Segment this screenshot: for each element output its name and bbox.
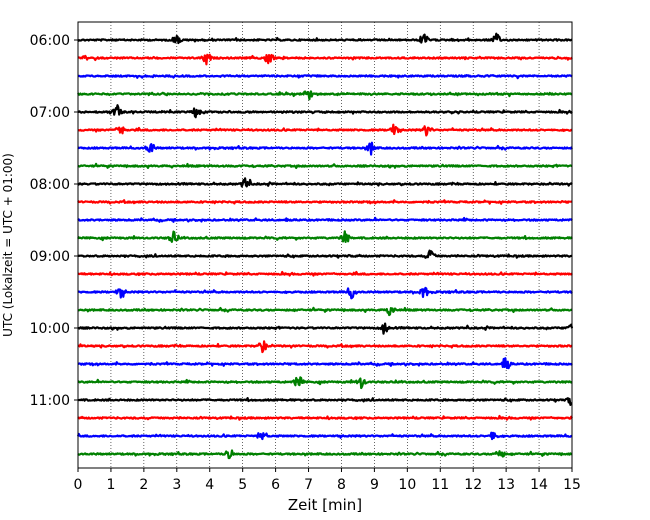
trace-1130 xyxy=(76,431,573,441)
x-tick-label: 2 xyxy=(139,477,148,493)
x-tick-label: 11 xyxy=(431,477,449,493)
x-tick-label: 8 xyxy=(337,477,346,493)
x-tick-label: 14 xyxy=(530,477,548,493)
y-tick-label: 08:00 xyxy=(30,177,70,193)
x-tick-label: 5 xyxy=(238,477,247,493)
trace-0915 xyxy=(77,270,573,277)
plot-frame xyxy=(77,21,573,469)
y-tick-label: 07:00 xyxy=(30,105,70,121)
y-tick-label: 06:00 xyxy=(30,33,70,49)
y-tick-label: 10:00 xyxy=(30,321,70,337)
trace-0600 xyxy=(77,32,573,45)
y-axis-label: UTC (Lokalzeit = UTC + 01:00) xyxy=(1,153,15,337)
trace-0945 xyxy=(77,306,573,317)
trace-0715 xyxy=(77,123,573,137)
trace-1145 xyxy=(77,449,573,460)
grid xyxy=(110,22,540,468)
trace-0800 xyxy=(77,177,573,188)
trace-1045 xyxy=(77,376,573,390)
x-tick-label: 3 xyxy=(172,477,181,493)
x-tick-label: 6 xyxy=(271,477,280,493)
trace-1030 xyxy=(77,357,573,370)
x-tick-label: 0 xyxy=(74,477,83,493)
x-axis: 0 1 2 3 4 5 6 7 8 9 10 11 12 13 14 15 xyxy=(74,468,581,493)
trace-0615 xyxy=(77,53,573,66)
trace-0700 xyxy=(77,104,573,119)
x-tick-label: 10 xyxy=(398,477,416,493)
x-tick-label: 4 xyxy=(205,477,214,493)
trace-0730 xyxy=(77,141,573,156)
y-axis: 06:00 07:00 08:00 09:00 10:00 11:00 xyxy=(30,33,78,409)
trace-0745 xyxy=(77,162,573,170)
x-tick-label: 1 xyxy=(106,477,115,493)
y-tick-label: 11:00 xyxy=(30,393,70,409)
trace-1115 xyxy=(77,414,573,421)
x-tick-label: 13 xyxy=(497,477,515,493)
trace-1015 xyxy=(77,340,573,354)
trace-0630 xyxy=(77,74,573,80)
y-tick-label: 09:00 xyxy=(30,249,70,265)
x-tick-label: 15 xyxy=(563,477,581,493)
trace-0845 xyxy=(77,230,573,244)
x-tick-label: 9 xyxy=(370,477,379,493)
trace-0830 xyxy=(77,216,573,223)
trace-0900 xyxy=(77,249,573,259)
trace-0645 xyxy=(77,90,573,101)
trace-0815 xyxy=(77,199,573,205)
x-tick-label: 12 xyxy=(464,477,482,493)
trace-0930 xyxy=(77,286,573,300)
x-axis-label: Zeit [min] xyxy=(288,496,362,514)
trace-1100 xyxy=(77,397,573,406)
traces xyxy=(76,32,574,460)
x-tick-label: 7 xyxy=(304,477,313,493)
trace-1000 xyxy=(77,322,574,335)
